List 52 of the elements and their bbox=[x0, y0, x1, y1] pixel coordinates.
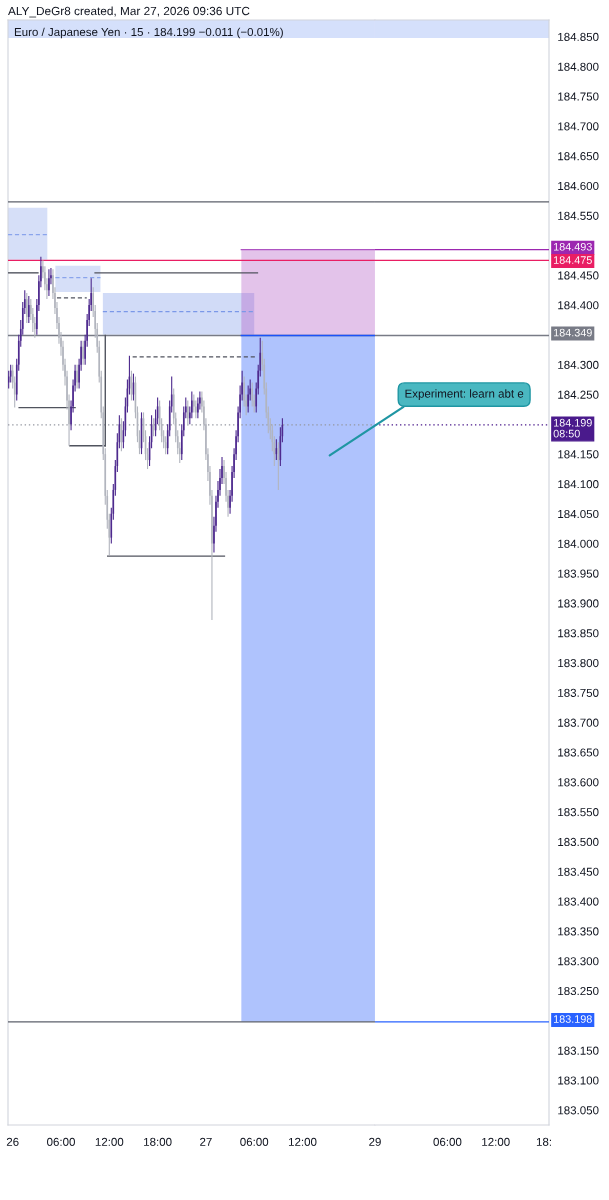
x-tick-label: 29 bbox=[369, 1137, 381, 1146]
y-tick-label: 183.100 bbox=[558, 1076, 599, 1085]
y-tick-label: 183.900 bbox=[558, 599, 599, 608]
y-tick-label: 184.050 bbox=[558, 509, 599, 519]
x-tick-label: 12:00 bbox=[482, 1137, 510, 1146]
chart-title: ALY_DeGr8 created, Mar 27, 2026 09:36 UTC bbox=[8, 6, 250, 18]
y-tick-label: 184.000 bbox=[558, 539, 599, 548]
y-tick-label: 184.550 bbox=[558, 211, 599, 220]
y-tick-label: 184.100 bbox=[558, 480, 599, 489]
y-tick-label: 183.800 bbox=[558, 658, 599, 668]
data-label: 184.349 bbox=[553, 328, 592, 337]
x-tick-label: 18: bbox=[536, 1137, 551, 1146]
y-tick-label: 183.450 bbox=[558, 867, 599, 876]
y-tick-label: 184.800 bbox=[558, 62, 599, 71]
y-tick-label: 184.300 bbox=[558, 360, 599, 369]
y-tick-label: 183.150 bbox=[558, 1046, 599, 1055]
x-tick-label: 18:00 bbox=[144, 1137, 172, 1146]
y-tick-label: 183.750 bbox=[558, 688, 599, 697]
data-label: 183.198 bbox=[553, 1015, 592, 1023]
y-tick-label: 184.700 bbox=[558, 122, 599, 131]
y-tick-label: 183.650 bbox=[558, 748, 599, 757]
x-tick-label: 12:00 bbox=[288, 1137, 317, 1146]
data-label: 184.475 bbox=[553, 256, 592, 264]
y-tick-label: 183.950 bbox=[558, 569, 599, 578]
y-tick-label: 184.150 bbox=[558, 450, 599, 459]
y-tick-label: 183.400 bbox=[558, 897, 599, 906]
x-tick-label: 06:00 bbox=[47, 1137, 75, 1146]
annotation: Experiment: learn abt e bbox=[405, 389, 524, 400]
x-tick-label: 26 bbox=[6, 1137, 19, 1146]
y-tick-label: 184.600 bbox=[558, 181, 599, 191]
x-tick-label: 27 bbox=[200, 1137, 212, 1146]
y-tick-label: 183.250 bbox=[558, 986, 599, 996]
x-tick-label: 06:00 bbox=[433, 1137, 462, 1146]
y-tick-label: 184.450 bbox=[558, 271, 599, 280]
y-tick-label: 184.750 bbox=[558, 92, 599, 101]
x-tick-label: 06:00 bbox=[240, 1137, 269, 1146]
x-tick-label: 12:00 bbox=[95, 1137, 124, 1146]
y-tick-label: 183.300 bbox=[558, 957, 599, 966]
y-tick-label: 183.500 bbox=[558, 837, 599, 847]
y-tick-label: 184.850 bbox=[558, 32, 599, 41]
y-tick-label: 184.650 bbox=[558, 152, 599, 161]
y-tick-label: 183.550 bbox=[558, 808, 599, 817]
y-tick-label: 183.700 bbox=[558, 718, 599, 727]
y-tick-label: 183.600 bbox=[558, 778, 599, 787]
y-tick-label: 183.050 bbox=[558, 1106, 599, 1115]
y-tick-label: 184.250 bbox=[558, 390, 599, 399]
data-label: 184.493 bbox=[553, 242, 592, 251]
y-tick-label: 183.350 bbox=[558, 927, 599, 936]
text: Euro / Japanese Yen · 15 · 184.199 −0.011 (−0.01%) bbox=[14, 27, 283, 39]
y-tick-label: 183.850 bbox=[558, 629, 599, 638]
data-label: 184.199 08:50 bbox=[553, 418, 592, 438]
y-tick-label: 184.400 bbox=[558, 301, 599, 310]
